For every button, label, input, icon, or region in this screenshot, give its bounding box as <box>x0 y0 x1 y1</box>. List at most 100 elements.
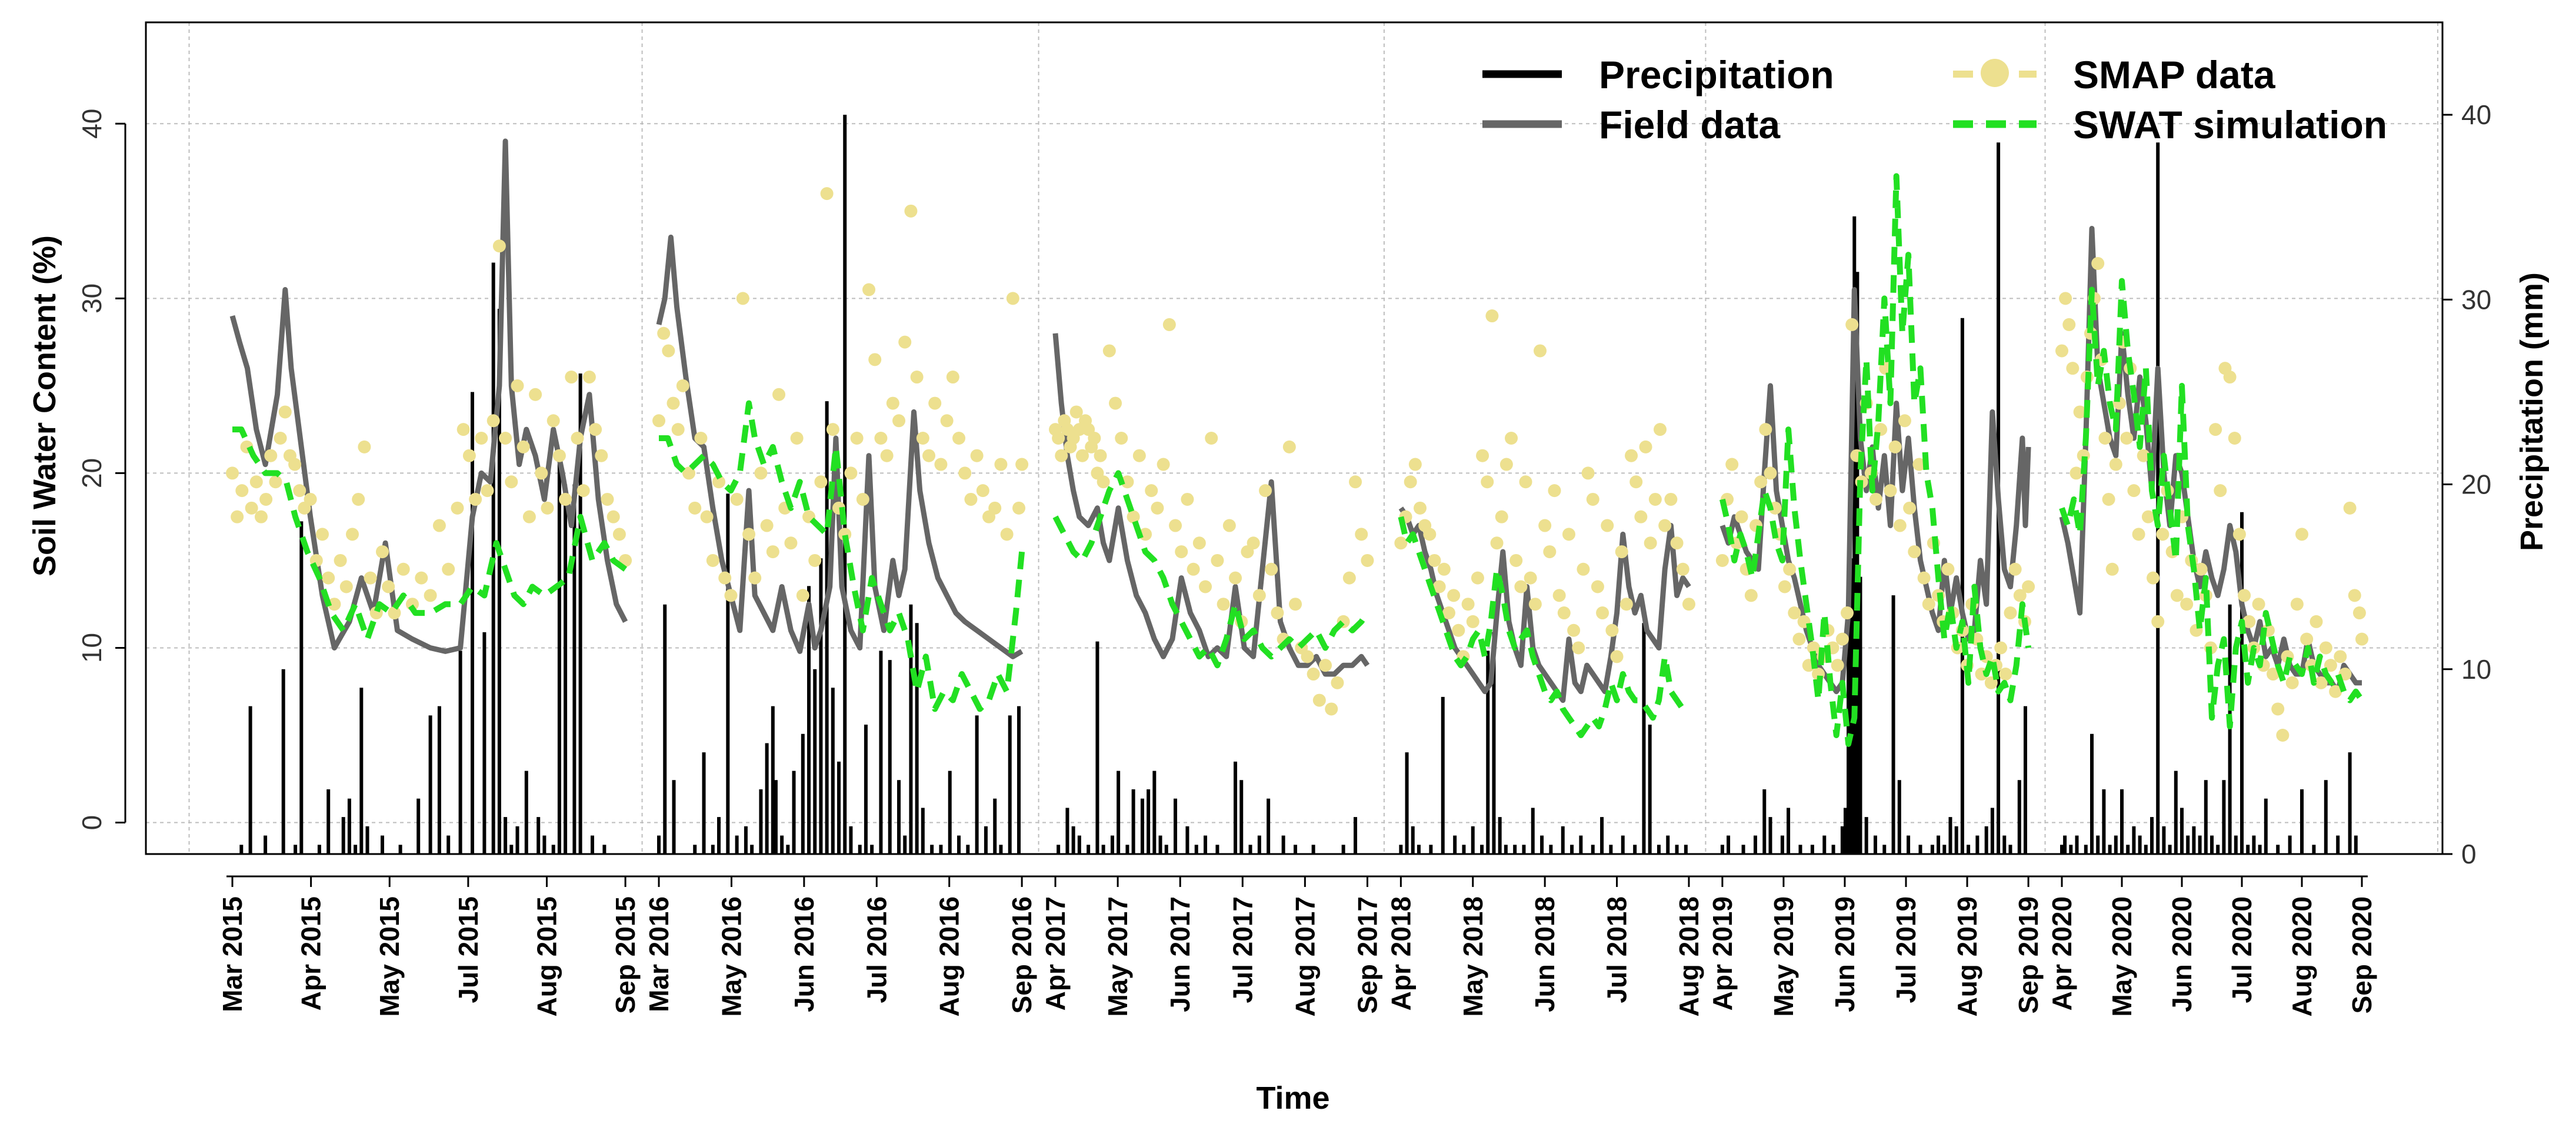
legend-item-precipitation: Precipitation <box>1482 53 1834 96</box>
field-data-line <box>656 234 1024 659</box>
smap-data-point <box>1349 475 1362 489</box>
smap-data-point <box>1461 598 1475 611</box>
smap-data-point <box>511 379 524 392</box>
smap-data-point <box>868 353 882 366</box>
smap-data-point <box>671 423 685 436</box>
smap-data-point <box>274 432 287 445</box>
y-axis-right-tick-label: 30 <box>2461 284 2491 315</box>
smap-data-point <box>1664 492 1678 506</box>
smap-data-point <box>1534 344 1547 358</box>
x-axis-tick-label: Apr 2019 <box>1707 896 1738 1010</box>
smap-data-point <box>934 458 948 471</box>
smap-data-point <box>1265 562 1278 576</box>
smap-data-point <box>2252 598 2265 611</box>
smap-data-point <box>1715 553 1729 567</box>
y-axis-right-tick-label: 0 <box>2461 839 2477 869</box>
smap-data-point <box>278 405 292 419</box>
smap-data-point <box>1169 519 1182 532</box>
smap-data-point <box>814 475 828 489</box>
smap-data-point <box>676 379 689 392</box>
smap-data-point <box>364 571 377 585</box>
smap-data-point <box>1562 528 1575 541</box>
smap-data-point <box>606 510 620 523</box>
y-axis-left-tick-label: 20 <box>76 458 107 488</box>
smap-data-point <box>2102 492 2115 506</box>
smap-data-point <box>1567 623 1581 637</box>
smap-data-point <box>2073 405 2087 419</box>
smap-data-point <box>589 423 602 436</box>
smap-data-point <box>904 204 918 218</box>
smap-data-point <box>456 423 470 436</box>
legend-item-swat: SWAT simulation <box>1953 103 2387 146</box>
smap-data-point <box>1437 562 1451 576</box>
x-axis-tick-label: May 2015 <box>374 896 405 1017</box>
smap-data-point <box>1596 606 1609 620</box>
smap-data-point <box>1884 484 1897 498</box>
x-axis-tick-label: Jun 2019 <box>1829 896 1860 1012</box>
smap-data-point <box>2334 650 2347 663</box>
smap-data-point <box>1682 598 1695 611</box>
smap-data-point <box>1428 553 1441 567</box>
smap-data-point <box>2066 362 2080 375</box>
smap-data-point <box>2147 571 2160 585</box>
smap-data-point <box>754 466 768 480</box>
smap-data-point <box>682 466 696 480</box>
smap-data-point <box>322 571 335 585</box>
smap-data-point <box>1006 292 1019 305</box>
smap-data-point <box>1312 693 1326 707</box>
smap-data-point <box>1654 423 1667 436</box>
smap-data-point <box>1423 528 1437 541</box>
smap-data-point <box>964 492 978 506</box>
smap-data-point <box>862 283 876 296</box>
smap-data-point <box>1759 423 1772 436</box>
x-axis-tick-label: Sep 2020 <box>2347 896 2377 1013</box>
smap-data-point <box>376 545 389 559</box>
smap-data-point <box>712 475 726 489</box>
x-axis-tick-label: Mar 2016 <box>644 896 674 1012</box>
smap-data-point <box>382 580 395 593</box>
smap-data-point <box>1485 309 1499 323</box>
smap-data-point <box>541 501 554 515</box>
smap-data-point <box>1414 501 1427 515</box>
smap-data-point <box>1514 580 1528 593</box>
smap-data-point <box>946 371 959 384</box>
smap-data-point <box>1331 676 1344 689</box>
smap-data-point <box>432 519 446 532</box>
smap-data-point <box>1764 466 1777 480</box>
smap-data-point <box>886 396 899 410</box>
smap-data-point <box>462 449 476 462</box>
smap-data-point <box>1307 668 1320 681</box>
smap-data-point <box>688 501 702 515</box>
x-axis-tick-label: Jul 2019 <box>1891 896 1921 1003</box>
smap-data-point <box>601 492 614 506</box>
smap-data-point <box>2232 528 2246 541</box>
smap-data-point <box>2022 580 2035 593</box>
smap-data-point <box>2295 528 2308 541</box>
smap-data-point <box>916 432 929 445</box>
smap-data-point <box>516 440 530 453</box>
smap-data-point <box>1519 475 1532 489</box>
smap-data-point <box>396 562 410 576</box>
smap-data-point <box>1644 536 1657 550</box>
smap-data-point <box>1000 528 1014 541</box>
smap-data-point <box>1187 562 1200 576</box>
smap-data-point <box>1217 598 1230 611</box>
smap-data-point <box>2209 423 2222 436</box>
smap-data-point <box>958 466 972 480</box>
smap-data-point <box>1271 606 1284 620</box>
smap-data-point <box>1670 536 1684 550</box>
smap-data-point <box>2105 562 2119 576</box>
x-axis-tick-label: Jun 2018 <box>1529 896 1560 1012</box>
smap-data-point <box>2141 510 2155 523</box>
x-axis-tick-label: Sep 2019 <box>2013 896 2044 1013</box>
smap-data-point <box>486 414 500 428</box>
smap-data-point <box>2004 606 2017 620</box>
smap-data-point <box>1615 545 1628 559</box>
x-axis-tick-label: Jul 2017 <box>1227 896 1258 1003</box>
smap-data-point <box>1181 492 1194 506</box>
smap-data-point <box>1109 396 1122 410</box>
smap-data-point <box>2352 606 2366 620</box>
x-axis-tick-label: Jun 2016 <box>789 896 819 1012</box>
smap-data-point <box>952 432 966 445</box>
smap-data-point <box>1466 615 1479 628</box>
